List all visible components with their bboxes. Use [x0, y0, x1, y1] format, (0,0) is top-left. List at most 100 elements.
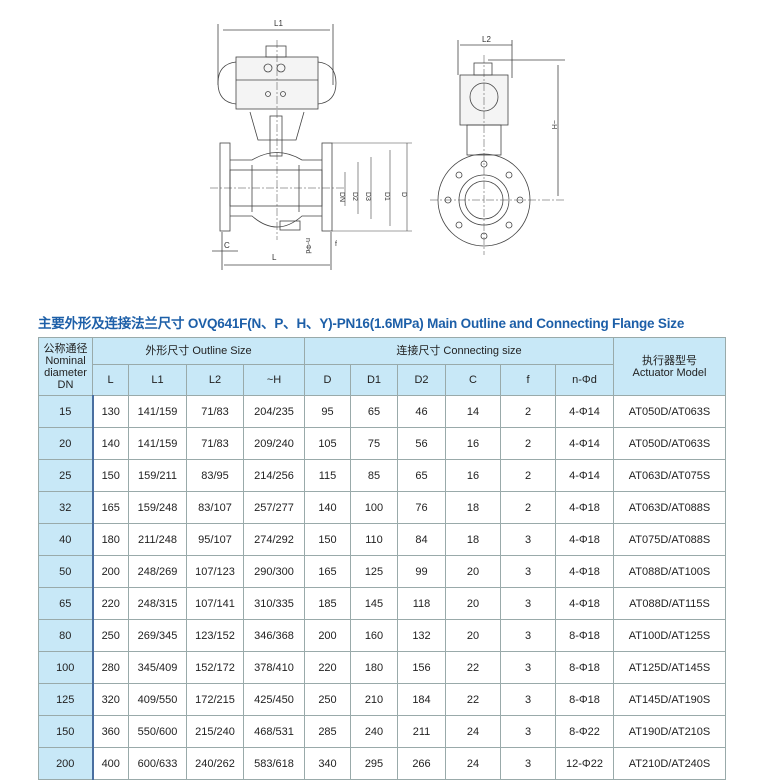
header-connecting-size: 连接尺寸 Connecting size	[304, 337, 614, 365]
dim-label-f: f	[335, 241, 337, 248]
dim-label-h: ~H	[550, 120, 557, 129]
table-cell: 3	[500, 651, 556, 684]
table-cell: 274/292	[243, 523, 305, 556]
table-cell: 4-Φ18	[555, 555, 614, 588]
table-cell: 24	[445, 715, 501, 748]
table-cell: 24	[445, 747, 501, 780]
header-col-9: n-Φd	[555, 364, 614, 396]
table-cell: AT050D/AT063S	[613, 427, 726, 460]
table-cell: 211	[397, 715, 446, 748]
table-cell: 184	[397, 683, 446, 716]
table-cell: AT063D/AT075S	[613, 459, 726, 492]
dn-cell: 100	[38, 651, 94, 684]
table-cell: 248/269	[128, 555, 187, 588]
table-cell: 156	[397, 651, 446, 684]
table-row: 50 200 248/269 107/123 290/300 165 125 99 20 3 4-Φ…	[38, 555, 726, 588]
dim-label-d2: D2	[351, 192, 358, 201]
table-cell: 4-Φ14	[555, 395, 614, 428]
table-cell: 95/107	[186, 523, 244, 556]
table-cell: 160	[350, 619, 398, 652]
table-cell: 12-Φ22	[555, 747, 614, 780]
table-cell: 200	[304, 619, 351, 652]
table-cell: 600/633	[128, 747, 187, 780]
dim-label-l2: L2	[482, 35, 491, 44]
table-cell: 140	[92, 427, 129, 460]
table-cell: 46	[397, 395, 446, 428]
table-cell: 110	[350, 523, 398, 556]
table-cell: 360	[92, 715, 129, 748]
table-cell: 165	[92, 491, 129, 524]
table-cell: 3	[500, 587, 556, 620]
table-cell: 20	[445, 555, 501, 588]
valve-outline-drawing: L1 L C DN D2 D3 D1 D f n-Φd L2 ~H	[210, 19, 565, 270]
header-col-6: D2	[397, 364, 446, 396]
header-dn: 公称通径 Nominal diameter DN	[38, 337, 93, 396]
table-cell: 172/215	[186, 683, 244, 716]
table-cell: 240/262	[186, 747, 244, 780]
table-cell: 185	[304, 587, 351, 620]
table-row: 65 220 248/315 107/141 310/335 185 145 118 20 3 4-…	[38, 587, 726, 620]
table-cell: 18	[445, 491, 501, 524]
table-row: 80 250 269/345 123/152 346/368 200 160 132 20 3 8-…	[38, 619, 726, 652]
table-cell: 378/410	[243, 651, 305, 684]
table-cell: AT063D/AT088S	[613, 491, 726, 524]
table-cell: 295	[350, 747, 398, 780]
dimension-table: 公称通径 Nominal diameter DN 外形尺寸 Outline Si…	[38, 337, 726, 780]
table-cell: 76	[397, 491, 446, 524]
table-cell: 85	[350, 459, 398, 492]
table-cell: AT050D/AT063S	[613, 395, 726, 428]
dn-cell: 32	[38, 491, 94, 524]
table-row: 15 130 141/159 71/83 204/235 95 65 46 14 2 4-Φ14 AT…	[38, 395, 726, 428]
table-cell: 75	[350, 427, 398, 460]
header-actuator-en: Actuator Model	[632, 366, 707, 379]
header-col-3: ~H	[243, 364, 305, 396]
table-cell: AT088D/AT115S	[613, 587, 726, 620]
header-dn-en3: DN	[57, 378, 74, 391]
table-cell: 65	[397, 459, 446, 492]
table-cell: 290/300	[243, 555, 305, 588]
dim-label-d1: D1	[383, 192, 390, 201]
table-cell: 310/335	[243, 587, 305, 620]
dim-label-l: L	[272, 253, 277, 262]
header-dn-cn: 公称通径	[43, 342, 88, 355]
table-row: 200 400 600/633 240/262 583/618 340 295 266 24 3 1…	[38, 747, 726, 780]
table-cell: 140	[304, 491, 351, 524]
table-cell: 123/152	[186, 619, 244, 652]
table-row: 20 140 141/159 71/83 209/240 105 75 56 16 2 4-Φ14 A…	[38, 427, 726, 460]
table-row: 25 150 159/211 83/95 214/256 115 85 65 16 2 4-Φ14 A…	[38, 459, 726, 492]
table-cell: 22	[445, 651, 501, 684]
table-cell: 8-Φ18	[555, 651, 614, 684]
table-cell: 220	[92, 587, 129, 620]
dn-cell: 40	[38, 523, 94, 556]
table-cell: AT145D/AT190S	[613, 683, 726, 716]
table-cell: AT125D/AT145S	[613, 651, 726, 684]
header-col-7: C	[445, 364, 501, 396]
table-cell: 107/141	[186, 587, 244, 620]
table-cell: AT100D/AT125S	[613, 619, 726, 652]
table-cell: 320	[92, 683, 129, 716]
dn-cell: 200	[38, 747, 94, 780]
header-col-8: f	[500, 364, 556, 396]
table-cell: 250	[92, 619, 129, 652]
dn-cell: 65	[38, 587, 94, 620]
dim-label-d3: D3	[364, 192, 371, 201]
table-cell: 141/159	[128, 427, 187, 460]
table-cell: 84	[397, 523, 446, 556]
table-cell: 204/235	[243, 395, 305, 428]
header-col-2: L2	[186, 364, 244, 396]
table-cell: 125	[350, 555, 398, 588]
table-cell: 210	[350, 683, 398, 716]
table-cell: 8-Φ22	[555, 715, 614, 748]
table-cell: 130	[92, 395, 129, 428]
table-cell: 165	[304, 555, 351, 588]
table-cell: 3	[500, 747, 556, 780]
table-cell: 16	[445, 459, 501, 492]
table-cell: 4-Φ18	[555, 523, 614, 556]
table-cell: 3	[500, 619, 556, 652]
page-title: 主要外形及连接法兰尺寸 OVQ641F(N、P、H、Y)-PN16(1.6MPa…	[38, 316, 685, 331]
dim-label-dn: DN	[338, 192, 345, 202]
dn-cell: 125	[38, 683, 94, 716]
table-cell: 105	[304, 427, 351, 460]
table-cell: 8-Φ18	[555, 619, 614, 652]
header-outline-size: 外形尺寸 Outline Size	[92, 337, 305, 365]
